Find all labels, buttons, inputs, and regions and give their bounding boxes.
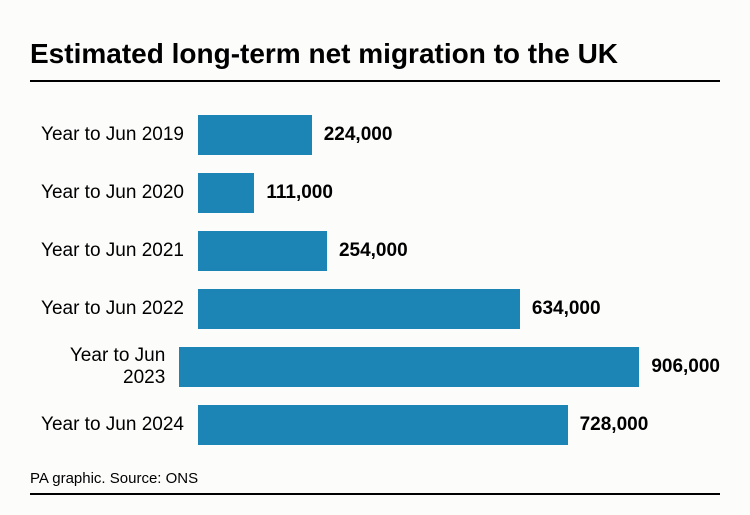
row-label: Year to Jun 2019 [30, 124, 198, 146]
row-label: Year to Jun 2021 [30, 240, 198, 262]
chart-title: Estimated long-term net migration to the… [30, 38, 720, 70]
row-label: Year to Jun 2022 [30, 298, 198, 320]
bar [179, 347, 639, 387]
bar-row: Year to Jun 2023 906,000 [30, 342, 720, 392]
bar-value: 254,000 [339, 240, 408, 262]
bar-chart: Year to Jun 2019 224,000 Year to Jun 202… [30, 110, 720, 450]
bar-area: 728,000 [198, 405, 720, 445]
bar [198, 173, 254, 213]
bar-area: 634,000 [198, 289, 720, 329]
bar [198, 115, 312, 155]
bar-row: Year to Jun 2024 728,000 [30, 400, 720, 450]
row-label: Year to Jun 2023 [30, 345, 179, 389]
bar-area: 906,000 [179, 347, 720, 387]
top-rule [30, 80, 720, 82]
bar-row: Year to Jun 2020 111,000 [30, 168, 720, 218]
bar-row: Year to Jun 2022 634,000 [30, 284, 720, 334]
bar-value: 111,000 [266, 182, 333, 204]
bar-value: 224,000 [324, 124, 393, 146]
bar [198, 289, 520, 329]
row-label: Year to Jun 2020 [30, 182, 198, 204]
bar-area: 111,000 [198, 173, 720, 213]
row-label: Year to Jun 2024 [30, 414, 198, 436]
bar-area: 224,000 [198, 115, 720, 155]
bar-value: 906,000 [651, 356, 720, 378]
bar-value: 634,000 [532, 298, 601, 320]
bar [198, 405, 568, 445]
chart-source: PA graphic. Source: ONS [30, 470, 720, 487]
bar-row: Year to Jun 2021 254,000 [30, 226, 720, 276]
bottom-rule [30, 493, 720, 495]
bar-row: Year to Jun 2019 224,000 [30, 110, 720, 160]
bar-value: 728,000 [580, 414, 649, 436]
chart-container: Estimated long-term net migration to the… [0, 0, 750, 515]
bar-area: 254,000 [198, 231, 720, 271]
bar [198, 231, 327, 271]
